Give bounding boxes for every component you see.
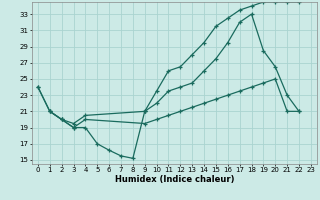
X-axis label: Humidex (Indice chaleur): Humidex (Indice chaleur) [115,175,234,184]
